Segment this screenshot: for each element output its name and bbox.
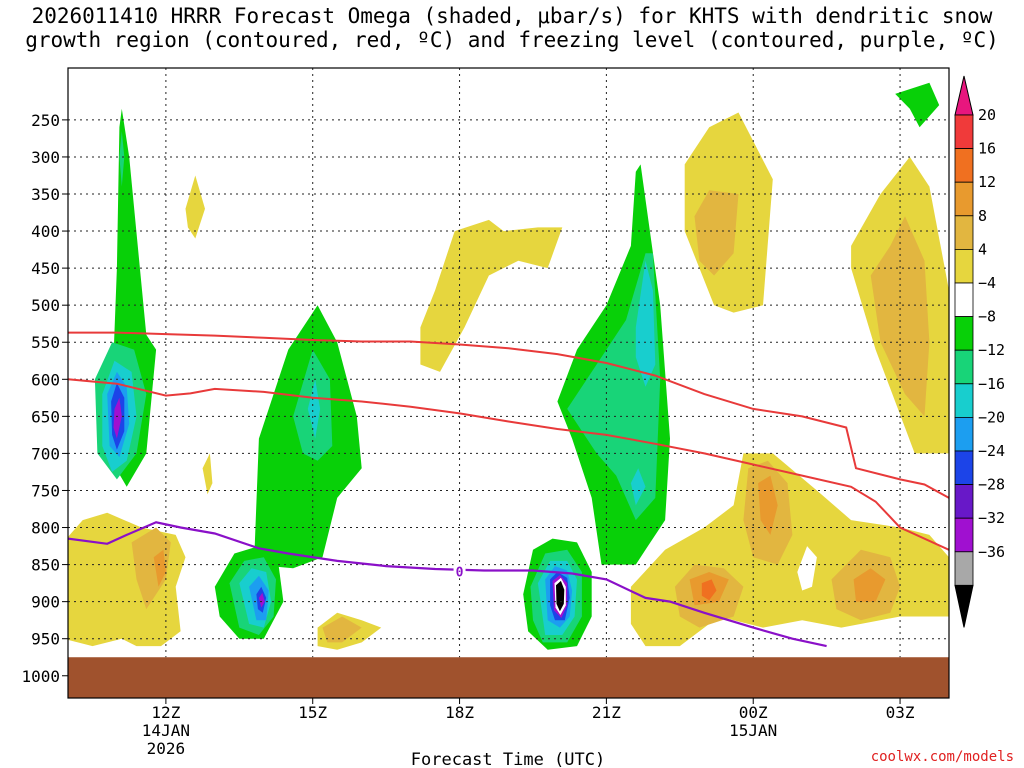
y-tick-label-850: 850 [31, 556, 60, 575]
omega-region-38 [939, 408, 949, 439]
colorbar-label-6: −8 [978, 308, 996, 326]
colorbar-label-5: −4 [978, 274, 996, 292]
omega-region-28 [556, 580, 565, 612]
omega-region-48 [853, 568, 886, 602]
colorbar-swatch-13 [954, 517, 974, 553]
contour-lines: 0 [68, 331, 949, 648]
colorbar-swatch-8 [954, 349, 974, 385]
colorbar-swatch-14 [954, 551, 974, 586]
y-tick-label-500: 500 [31, 296, 60, 315]
chart-title: 2026011410 HRRR Forecast Omega (shaded, … [0, 4, 1024, 52]
plot-area [68, 82, 949, 698]
colorbar-swatch-1 [954, 114, 974, 149]
x-tick-label-15Z: 15Z [298, 703, 327, 722]
y-tick-label-750: 750 [31, 481, 60, 500]
omega-region-39 [694, 190, 739, 276]
title-line-1: 2026011410 HRRR Forecast Omega (shaded, … [31, 4, 993, 28]
colorbar-label-0: 20 [978, 106, 996, 124]
y-tick-label-700: 700 [31, 444, 60, 463]
omega-region-31 [420, 219, 563, 372]
colorbar-label-4: 4 [978, 240, 987, 258]
colorbar-label-2: 12 [978, 173, 996, 191]
colorbar-swatch-11 [954, 450, 974, 485]
freezing-label-bg [453, 563, 466, 579]
freezing-level-label: 0 [456, 565, 464, 580]
colorbar-label-3: 8 [978, 207, 987, 225]
omega-region-45 [322, 616, 362, 643]
colorbar-swatch-5 [954, 248, 974, 284]
omega-region-35 [68, 512, 186, 647]
colorbar-label-11: −28 [978, 476, 1005, 494]
omega-region-20 [630, 468, 646, 506]
omega-region-15 [258, 592, 265, 608]
colorbar-label-10: −24 [978, 442, 1005, 460]
y-tick-label-900: 900 [31, 593, 60, 612]
y-tick-label-950: 950 [31, 630, 60, 649]
omega-region-44 [131, 527, 171, 610]
y-tick-label-600: 600 [31, 370, 60, 389]
colorbar-swatch-4 [954, 215, 974, 250]
x-tick-label-03Z: 03Z [886, 703, 915, 722]
colorbar: 20 16 12 8 4 −4 −8 −12 −16 −20 −24 −28 −32 −36 [954, 75, 1005, 628]
omega-region-49 [153, 549, 166, 587]
x-tick-year-12Z: 2026 [147, 739, 186, 758]
colorbar-swatch-6 [954, 282, 974, 317]
colorbar-label-7: −12 [978, 341, 1005, 359]
omega-region-1 [119, 131, 125, 187]
omega-region-50 [701, 579, 717, 601]
plot-frame [67, 67, 950, 699]
colorbar-cap-bottom [954, 584, 974, 628]
x-tick-label-18Z: 18Z [445, 703, 474, 722]
omega-region-40 [870, 216, 930, 417]
y-tick-label-350: 350 [31, 185, 60, 204]
colorbar-label-12: −32 [978, 509, 1005, 527]
colorbar-swatch-9 [954, 383, 974, 418]
x-tick-date-12Z: 14JAN [142, 721, 190, 740]
colorbar-label-1: 16 [978, 140, 996, 158]
ground-fill [68, 657, 949, 698]
omega-region-19 [635, 260, 656, 387]
x-tick-label-00Z: 00Z [739, 703, 768, 722]
y-tick-label-400: 400 [31, 222, 60, 241]
y-tick-label-1000: 1000 [21, 667, 60, 686]
omega-region-37 [202, 453, 213, 495]
colorbar-swatch-3 [954, 181, 974, 217]
x-tick-date-00Z: 15JAN [729, 721, 777, 740]
dendritic-contour-16 [68, 378, 949, 551]
colorbar-label-9: −20 [978, 408, 1005, 426]
omega-region-46 [758, 475, 778, 535]
colorbar-swatch-2 [954, 148, 974, 183]
colorbar-swatch-7 [954, 316, 974, 351]
y-tick-label-800: 800 [31, 519, 60, 538]
omega-gap-1 [736, 438, 744, 458]
title-line-2: growth region (contoured, red, ºC) and f… [25, 28, 999, 52]
y-tick-label-550: 550 [31, 333, 60, 352]
y-tick-label-300: 300 [31, 148, 60, 167]
x-tick-label-12Z: 12Z [151, 703, 180, 722]
colorbar-label-13: −36 [978, 543, 1005, 561]
freezing-level-contour [68, 521, 827, 648]
y-tick-label-650: 650 [31, 407, 60, 426]
colorbar-swatch-10 [954, 416, 974, 452]
colorbar-label-8: −16 [978, 375, 1005, 393]
omega-region-6 [113, 397, 122, 439]
credit-text: coolwx.com/models [871, 749, 1014, 765]
omega-region-30 [185, 175, 205, 239]
y-tick-label-450: 450 [31, 259, 60, 278]
colorbar-swatch-12 [954, 484, 974, 519]
omega-region-9 [307, 379, 321, 439]
dendritic-contour-12 [68, 331, 949, 499]
x-axis-title: Forecast Time (UTC) [411, 750, 605, 768]
omega-gap-0 [797, 546, 817, 591]
x-tick-label-21Z: 21Z [592, 703, 621, 722]
omega-region-34 [630, 453, 949, 647]
omega-region-51 [165, 601, 176, 621]
omega-region-29 [895, 82, 940, 128]
colorbar-cap-top [954, 75, 974, 116]
y-axis: 250 300 350 400 450 500 550 600 650 700 750 800 850 9… [21, 111, 68, 686]
y-tick-label-250: 250 [31, 111, 60, 130]
